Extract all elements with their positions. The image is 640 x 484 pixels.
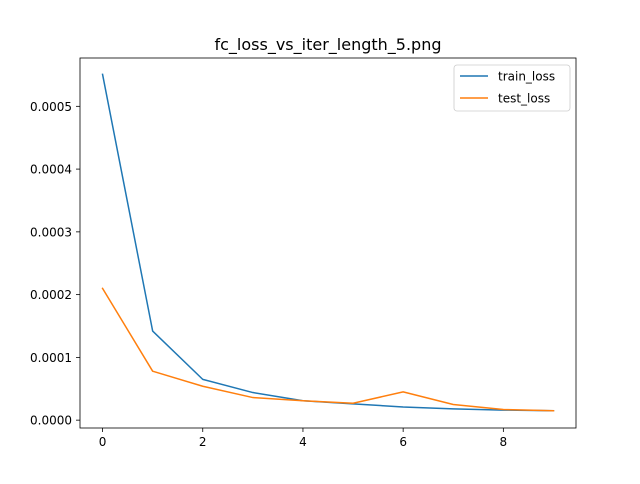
x-tick-label: 0 xyxy=(99,435,107,449)
y-tick-label: 0.0005 xyxy=(30,100,72,114)
series-line-test-loss xyxy=(101,287,555,412)
y-tick-label: 0.0002 xyxy=(30,288,72,302)
x-tick-label: 6 xyxy=(399,435,407,449)
legend-label-test-loss: test_loss xyxy=(498,92,550,106)
y-tick-label: 0.0000 xyxy=(30,414,72,428)
y-tick-label: 0.0001 xyxy=(30,351,72,365)
legend-label-train-loss: train_loss xyxy=(498,70,555,84)
series-layer xyxy=(101,73,555,412)
x-tick-label: 4 xyxy=(299,435,307,449)
x-axis: 0 2 4 6 8 xyxy=(99,428,507,449)
x-tick-label: 8 xyxy=(500,435,508,449)
y-axis: 0.0000 0.0001 0.0002 0.0003 0.0004 0.0005 xyxy=(30,100,80,428)
plot-frame xyxy=(79,57,577,429)
legend: train_loss test_loss xyxy=(453,64,571,112)
chart-title: fc_loss_vs_iter_length_5.png xyxy=(215,35,442,55)
y-tick-label: 0.0003 xyxy=(30,225,72,239)
x-tick-label: 2 xyxy=(199,435,207,449)
y-tick-label: 0.0004 xyxy=(30,163,72,177)
